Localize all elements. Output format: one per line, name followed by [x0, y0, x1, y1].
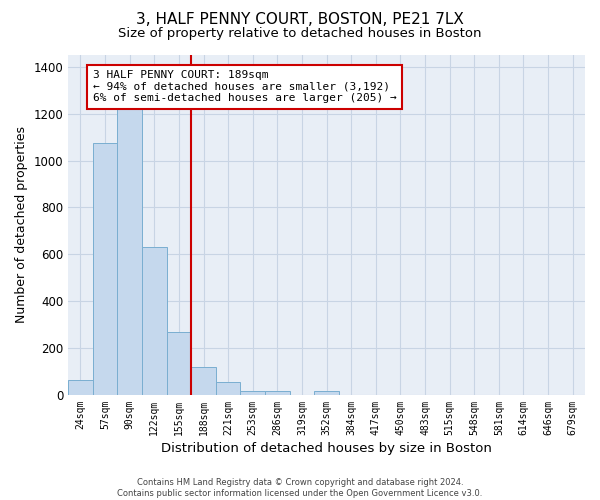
Bar — [241, 390, 265, 395]
Text: Size of property relative to detached houses in Boston: Size of property relative to detached ho… — [118, 28, 482, 40]
Bar — [93, 143, 118, 395]
Bar — [167, 332, 191, 395]
Bar — [191, 367, 216, 395]
Bar — [68, 380, 93, 395]
Text: Contains HM Land Registry data © Crown copyright and database right 2024.
Contai: Contains HM Land Registry data © Crown c… — [118, 478, 482, 498]
Text: 3, HALF PENNY COURT, BOSTON, PE21 7LX: 3, HALF PENNY COURT, BOSTON, PE21 7LX — [136, 12, 464, 28]
Bar — [142, 247, 167, 395]
Bar — [216, 382, 241, 395]
X-axis label: Distribution of detached houses by size in Boston: Distribution of detached houses by size … — [161, 442, 492, 455]
Y-axis label: Number of detached properties: Number of detached properties — [15, 126, 28, 324]
Bar — [314, 390, 339, 395]
Bar — [118, 95, 142, 395]
Bar — [265, 390, 290, 395]
Text: 3 HALF PENNY COURT: 189sqm
← 94% of detached houses are smaller (3,192)
6% of se: 3 HALF PENNY COURT: 189sqm ← 94% of deta… — [93, 70, 397, 103]
